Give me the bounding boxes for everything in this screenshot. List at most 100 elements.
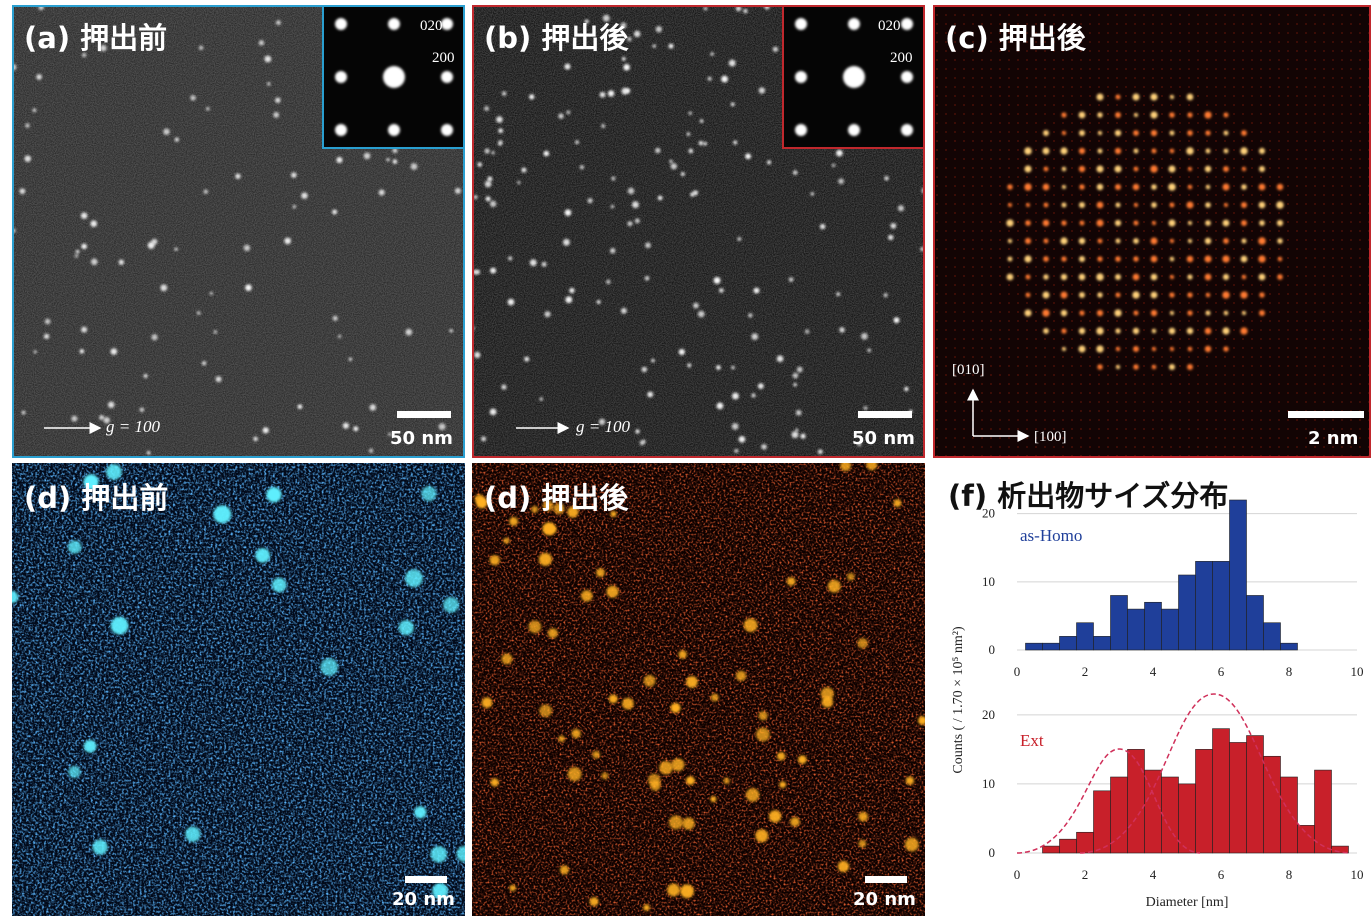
x-tick-label: 2 [1082, 867, 1089, 882]
diffraction-spot [795, 18, 807, 30]
y-tick-label: 10 [982, 574, 995, 589]
micrograph [10, 5, 465, 458]
atom-column [1097, 94, 1104, 101]
y-tick-label: 20 [982, 506, 995, 521]
scale-bar [405, 876, 447, 883]
particle [797, 367, 803, 373]
particle [679, 650, 687, 658]
particle [737, 237, 741, 241]
particle [590, 897, 599, 906]
atom-column [1133, 184, 1140, 191]
atom-column [1242, 167, 1246, 171]
atom-column [1186, 201, 1193, 208]
particle [710, 796, 716, 802]
particle [918, 716, 927, 725]
bar [1060, 839, 1077, 853]
particle [486, 196, 491, 201]
atom-column [1277, 184, 1284, 191]
atom-column [1258, 237, 1266, 245]
particle [779, 781, 786, 788]
bar [1145, 602, 1162, 650]
atom-column [1151, 256, 1158, 263]
particle [491, 778, 499, 786]
panel-label: (d) 押出前 [24, 481, 168, 515]
atom-column [1223, 346, 1228, 351]
atom-column [1079, 112, 1086, 119]
particle [244, 245, 250, 251]
particle [386, 158, 389, 161]
atom-column [1241, 202, 1247, 208]
bar [1094, 636, 1111, 650]
particle [199, 46, 203, 50]
atom-column [1043, 274, 1048, 279]
particle [338, 335, 341, 338]
atom-column [1206, 185, 1210, 189]
atom-column [1223, 184, 1230, 191]
atom-column [1169, 112, 1174, 117]
particle [597, 300, 601, 304]
atom-column [1079, 310, 1084, 315]
atom-column [1007, 184, 1013, 190]
atom-column [1187, 364, 1193, 370]
particle [632, 201, 639, 208]
particle [293, 205, 296, 208]
atom-column [1150, 165, 1157, 172]
particle [204, 189, 208, 193]
particle [795, 429, 798, 432]
particle [703, 142, 707, 146]
particle [790, 817, 799, 826]
atom-column [1062, 167, 1067, 172]
particle [743, 9, 747, 13]
atom-column [1134, 203, 1138, 207]
image-texture [12, 463, 465, 916]
atom-column [1060, 237, 1067, 244]
atom-column [1170, 149, 1175, 154]
atom-column [1134, 167, 1139, 172]
particle [600, 92, 606, 98]
scale-bar [397, 411, 451, 418]
particle [575, 140, 579, 144]
atom-column [1152, 365, 1157, 370]
atom-column [1115, 328, 1120, 333]
particle [884, 176, 888, 180]
particle [542, 522, 555, 535]
atom-column [1152, 347, 1156, 351]
diffraction-spot [388, 18, 400, 30]
atom-column [1259, 148, 1265, 154]
particle [197, 311, 201, 315]
particle [542, 262, 547, 267]
atom-column [1061, 112, 1066, 117]
particle [301, 192, 308, 199]
particle [647, 392, 653, 398]
x-tick-label: 0 [1014, 664, 1021, 679]
diffraction-spot [901, 124, 913, 136]
particle [399, 620, 414, 635]
atom-column [1008, 203, 1012, 207]
particle [190, 95, 195, 100]
particle [839, 327, 845, 333]
particle [490, 409, 497, 416]
particle [659, 761, 672, 774]
micrograph [6, 463, 473, 916]
atom-column [1187, 256, 1194, 263]
particle [216, 376, 222, 382]
atom-column [1006, 219, 1013, 226]
particle [496, 116, 503, 123]
particle [457, 846, 473, 862]
atom-column [1170, 95, 1174, 99]
particle [320, 658, 338, 676]
atom-column [1170, 311, 1174, 315]
atom-column [1096, 219, 1103, 226]
atom-column [1098, 239, 1103, 244]
particle [751, 333, 758, 340]
atom-column [1224, 311, 1229, 316]
axis-label: [010] [952, 362, 985, 378]
particle [539, 553, 552, 566]
particle [524, 357, 529, 362]
particle [756, 728, 770, 742]
particle [759, 87, 765, 93]
atom-column [1205, 310, 1210, 315]
x-tick-label: 6 [1218, 664, 1225, 679]
particle [108, 402, 115, 409]
atom-column [1152, 221, 1156, 225]
